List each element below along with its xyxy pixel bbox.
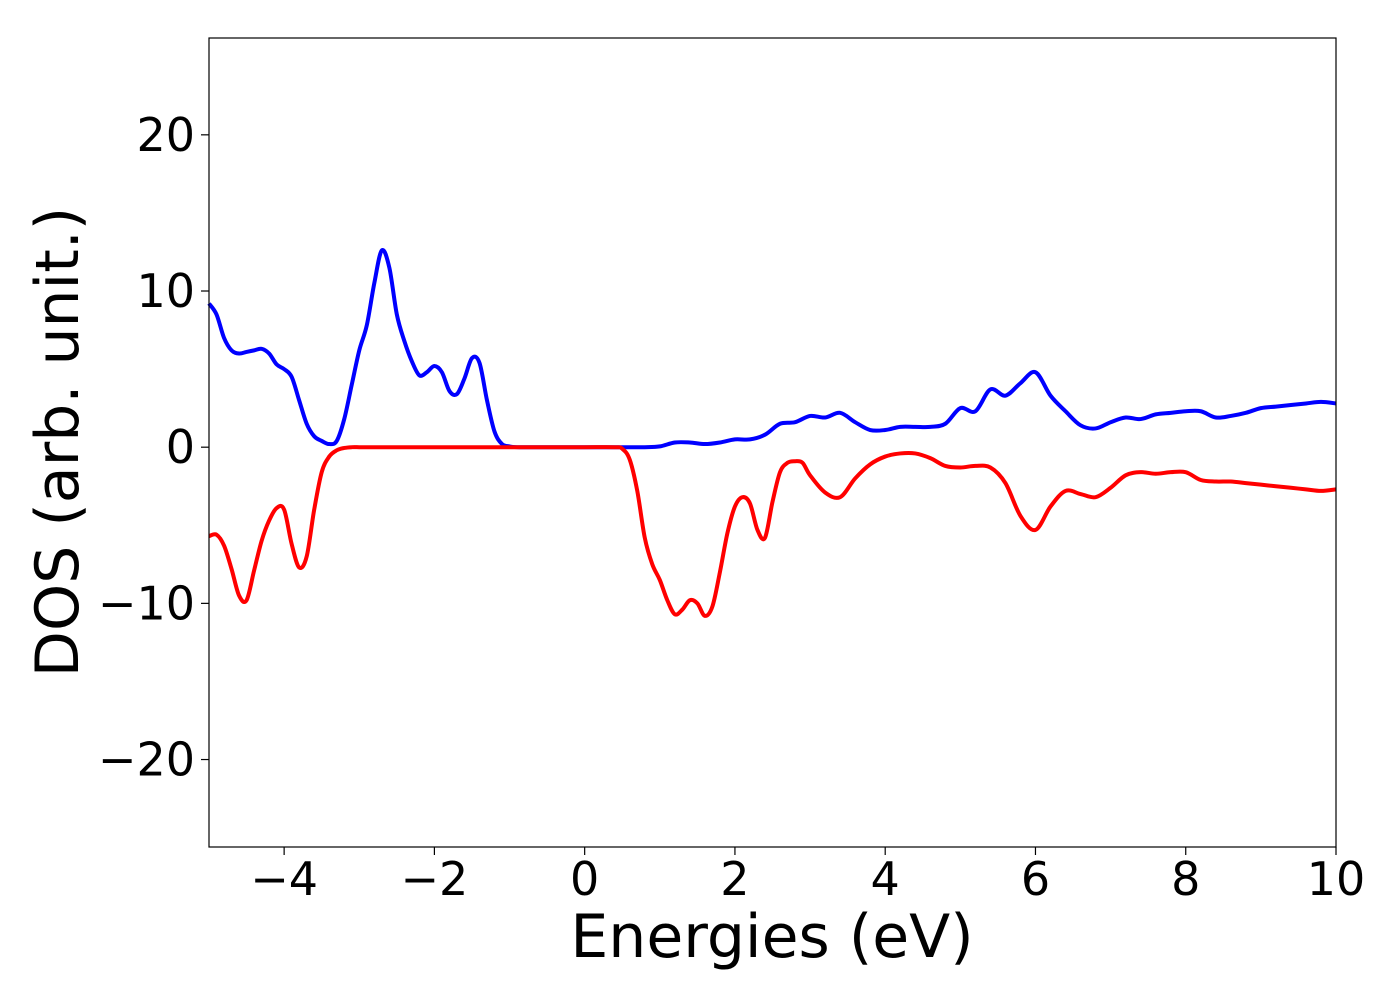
x-tick-label: −4 bbox=[250, 852, 318, 906]
x-tick-label: 0 bbox=[570, 852, 599, 906]
y-tick-label: 10 bbox=[136, 264, 195, 318]
y-tick-label: −10 bbox=[98, 576, 195, 630]
x-tick-label: 6 bbox=[1021, 852, 1050, 906]
x-tick-label: 10 bbox=[1307, 852, 1366, 906]
x-axis-title: Energies (eV) bbox=[570, 902, 973, 972]
x-tick-label: 8 bbox=[1171, 852, 1200, 906]
dos-line-red bbox=[208, 445, 1337, 618]
x-tick-label: 4 bbox=[871, 852, 900, 906]
y-tick-label: 0 bbox=[166, 420, 195, 474]
x-tick-label: 2 bbox=[720, 852, 749, 906]
plot-frame bbox=[208, 37, 1337, 848]
series-layer bbox=[207, 247, 1337, 618]
y-axis: −20 −10 0 10 20 bbox=[98, 108, 209, 787]
x-tick-label: −2 bbox=[400, 852, 468, 906]
y-tick-label: 20 bbox=[136, 108, 195, 162]
y-axis-title: DOS (arb. unit.) bbox=[23, 207, 93, 677]
x-axis: −4 −2 0 2 4 6 8 10 bbox=[250, 847, 1365, 906]
y-tick-label: −20 bbox=[98, 733, 195, 787]
